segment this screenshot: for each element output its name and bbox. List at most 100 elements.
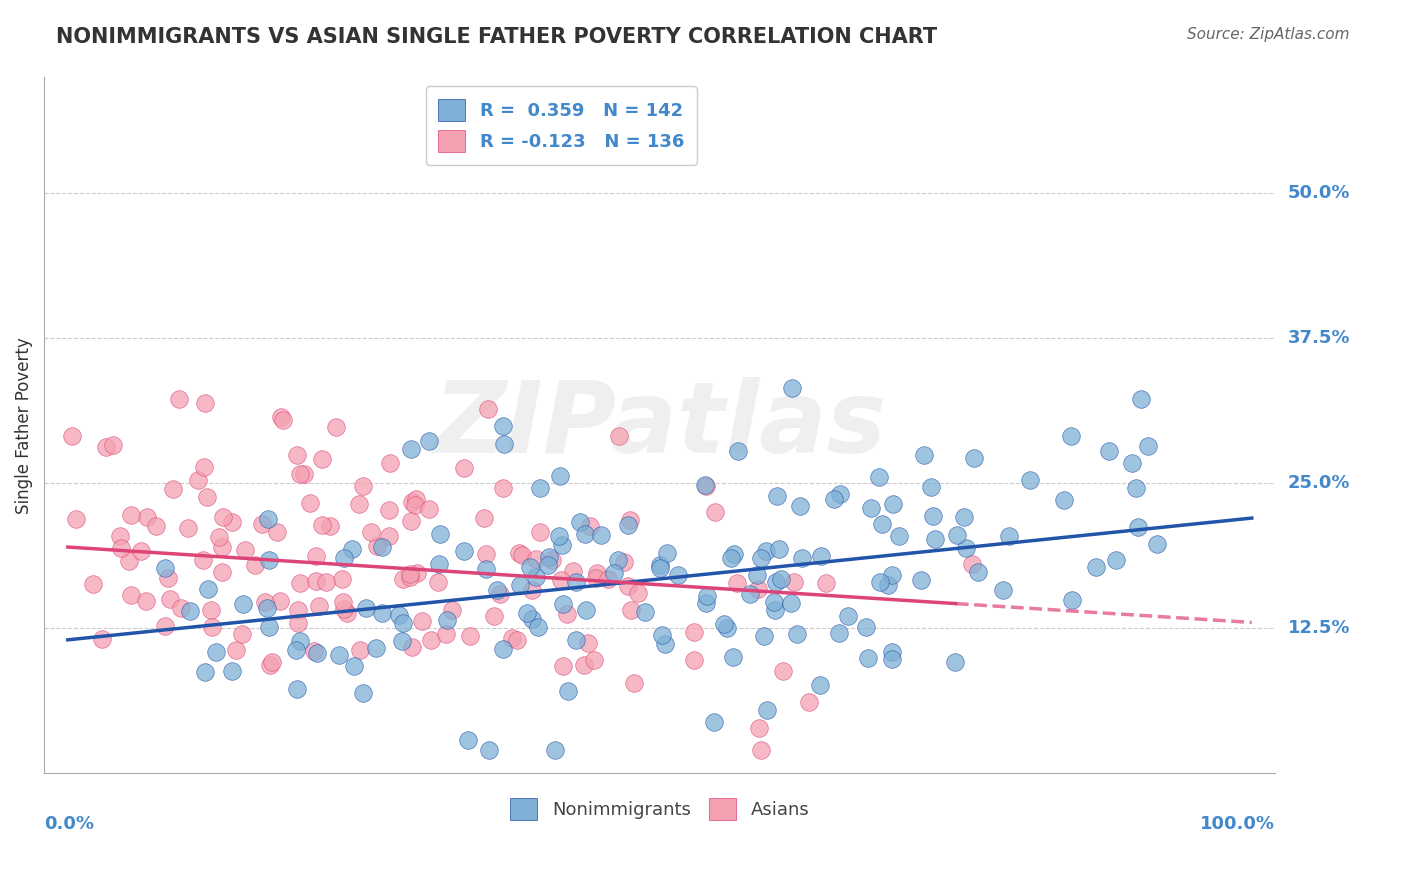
Asians: [285, 448, 308, 462]
Nonimmigrants: [763, 603, 786, 617]
Asians: [488, 586, 510, 600]
Asians: [330, 572, 353, 586]
Asians: [491, 481, 513, 495]
Nonimmigrants: [492, 436, 515, 450]
Nonimmigrants: [290, 633, 312, 648]
Asians: [555, 607, 578, 622]
Asians: [360, 524, 382, 539]
Nonimmigrants: [716, 621, 738, 635]
Asians: [193, 460, 215, 475]
Asians: [585, 571, 607, 585]
Text: Source: ZipAtlas.com: Source: ZipAtlas.com: [1187, 27, 1350, 42]
Asians: [378, 529, 401, 543]
Nonimmigrants: [603, 566, 626, 580]
Nonimmigrants: [703, 714, 725, 729]
Asians: [333, 602, 356, 616]
Nonimmigrants: [153, 560, 176, 574]
Asians: [704, 505, 727, 519]
Asians: [101, 438, 124, 452]
Nonimmigrants: [860, 500, 883, 515]
Nonimmigrants: [747, 567, 769, 582]
Nonimmigrants: [634, 605, 657, 619]
Nonimmigrants: [695, 596, 717, 610]
Nonimmigrants: [756, 703, 779, 717]
Nonimmigrants: [779, 596, 801, 610]
Y-axis label: Single Father Poverty: Single Father Poverty: [15, 337, 32, 514]
Asians: [212, 509, 235, 524]
Nonimmigrants: [855, 620, 877, 634]
Nonimmigrants: [516, 606, 538, 620]
Text: 25.0%: 25.0%: [1288, 475, 1350, 492]
Asians: [90, 632, 112, 646]
Asians: [620, 603, 643, 617]
Asians: [623, 676, 645, 690]
Asians: [162, 482, 184, 496]
Asians: [110, 541, 132, 555]
Nonimmigrants: [713, 617, 735, 632]
Asians: [349, 643, 371, 657]
Asians: [472, 511, 495, 525]
Nonimmigrants: [529, 481, 551, 495]
Nonimmigrants: [232, 597, 254, 611]
Asians: [302, 644, 325, 658]
Asians: [772, 664, 794, 678]
Asians: [799, 695, 821, 709]
Nonimmigrants: [617, 518, 640, 533]
Nonimmigrants: [179, 604, 201, 618]
Asians: [270, 409, 292, 424]
Nonimmigrants: [887, 529, 910, 543]
Nonimmigrants: [352, 686, 374, 700]
Nonimmigrants: [693, 478, 716, 492]
Asians: [299, 495, 322, 509]
Nonimmigrants: [921, 509, 943, 524]
Nonimmigrants: [808, 677, 831, 691]
Asians: [311, 452, 333, 467]
Asians: [177, 521, 200, 535]
Asians: [399, 567, 422, 582]
Nonimmigrants: [1085, 559, 1108, 574]
Text: 0.0%: 0.0%: [44, 815, 94, 833]
Asians: [211, 566, 233, 580]
Asians: [617, 579, 640, 593]
Nonimmigrants: [768, 541, 790, 556]
Nonimmigrants: [1146, 537, 1168, 551]
Asians: [748, 722, 770, 736]
Asians: [815, 575, 838, 590]
Asians: [420, 633, 443, 648]
Nonimmigrants: [770, 573, 793, 587]
Asians: [187, 473, 209, 487]
Nonimmigrants: [575, 602, 598, 616]
Nonimmigrants: [557, 684, 579, 698]
Nonimmigrants: [259, 620, 281, 634]
Nonimmigrants: [749, 551, 772, 566]
Asians: [725, 576, 748, 591]
Asians: [315, 575, 337, 590]
Asians: [287, 616, 309, 631]
Asians: [82, 577, 104, 591]
Text: NONIMMIGRANTS VS ASIAN SINGLE FATHER POVERTY CORRELATION CHART: NONIMMIGRANTS VS ASIAN SINGLE FATHER POV…: [56, 27, 938, 46]
Asians: [550, 573, 572, 587]
Asians: [366, 540, 388, 554]
Nonimmigrants: [548, 468, 571, 483]
Text: 100.0%: 100.0%: [1201, 815, 1275, 833]
Asians: [352, 479, 374, 493]
Nonimmigrants: [752, 629, 775, 643]
Nonimmigrants: [780, 381, 803, 395]
Text: 50.0%: 50.0%: [1288, 185, 1350, 202]
Asians: [135, 594, 157, 608]
Asians: [311, 518, 333, 533]
Nonimmigrants: [723, 547, 745, 561]
Nonimmigrants: [538, 549, 561, 564]
Asians: [325, 420, 347, 434]
Nonimmigrants: [720, 551, 742, 566]
Asians: [60, 429, 83, 443]
Asians: [156, 571, 179, 585]
Asians: [440, 603, 463, 617]
Asians: [576, 636, 599, 650]
Asians: [349, 497, 371, 511]
Nonimmigrants: [371, 541, 394, 555]
Asians: [453, 460, 475, 475]
Nonimmigrants: [993, 582, 1015, 597]
Nonimmigrants: [666, 568, 689, 582]
Asians: [269, 594, 291, 608]
